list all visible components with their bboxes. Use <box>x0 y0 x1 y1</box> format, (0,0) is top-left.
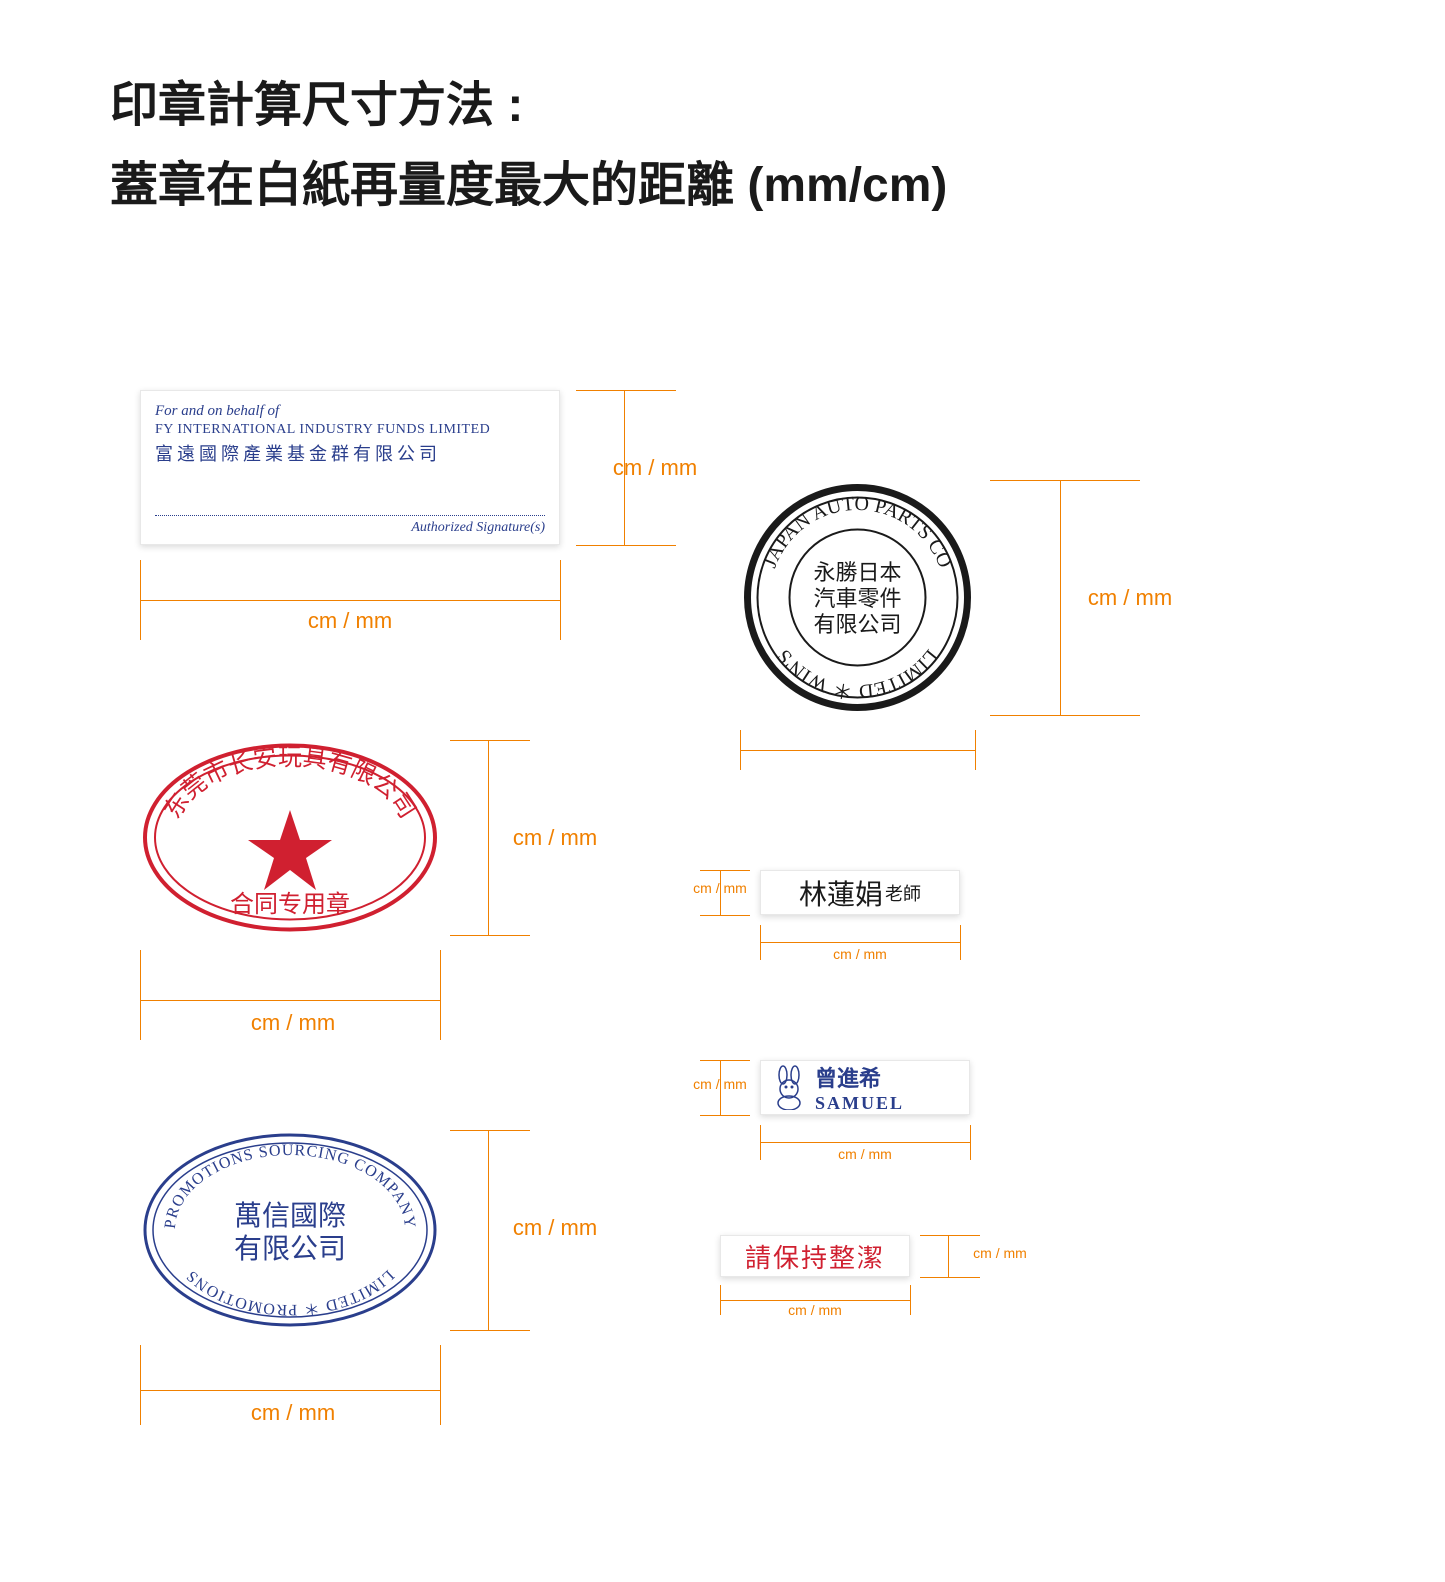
dim-line <box>700 1115 750 1116</box>
dim-label-w: cm / mm <box>238 1400 348 1426</box>
oval-blue-c1: 萬信國際 <box>234 1200 346 1232</box>
oval-blue-c2: 有限公司 <box>234 1233 346 1265</box>
stamp-name-1: 林蓮娟 老師 <box>760 870 960 915</box>
dim-label-w: cm / mm <box>825 1146 905 1162</box>
dim-tick <box>1060 480 1061 715</box>
dim-label-w: cm / mm <box>238 1010 348 1036</box>
dim-line <box>990 480 1140 481</box>
oval-red-bottom: 合同专用章 <box>230 891 350 918</box>
dim-line <box>440 950 441 1040</box>
dim-label-h: cm / mm <box>960 1245 1040 1261</box>
dim-label-w: cm / mm <box>820 946 900 962</box>
dim-line <box>140 1345 141 1425</box>
dim-tick <box>760 942 960 943</box>
stamp-name-3: 請保持整潔 <box>720 1235 910 1277</box>
dim-label-h: cm / mm <box>500 1215 610 1241</box>
dim-label-w: cm / mm <box>295 608 405 634</box>
stamp-oval-red: 东莞市长安玩具有限公司 合同专用章 <box>140 740 440 935</box>
stamp-rectangular: For and on behalf of FY INTERNATIONAL IN… <box>140 390 560 545</box>
dim-tick <box>140 1000 440 1001</box>
dim-label-h: cm / mm <box>685 880 755 896</box>
dim-label-h: cm / mm <box>600 455 710 481</box>
dim-line <box>700 915 750 916</box>
dim-line <box>450 1130 530 1131</box>
circle-c2: 汽車零件 <box>813 586 901 611</box>
dim-line <box>700 1060 750 1061</box>
dim-line <box>450 935 530 936</box>
circle-c3: 有限公司 <box>813 612 901 637</box>
dim-tick <box>740 750 975 751</box>
rabbit-icon <box>769 1065 809 1110</box>
stamp1-line2: FY INTERNATIONAL INDUSTRY FUNDS LIMITED <box>155 422 545 438</box>
dim-label-h: cm / mm <box>500 825 610 851</box>
dim-line <box>440 1345 441 1425</box>
dim-tick <box>948 1235 949 1277</box>
dim-line <box>970 1125 971 1160</box>
dim-line <box>975 730 976 770</box>
dim-label-h: cm / mm <box>685 1076 755 1092</box>
circle-c1: 永勝日本 <box>813 560 901 585</box>
dim-tick <box>488 740 489 935</box>
dim-tick <box>760 1142 970 1143</box>
dim-line <box>560 560 561 640</box>
stamp1-line1: For and on behalf of <box>155 403 545 420</box>
name1-suffix: 老師 <box>885 880 921 906</box>
dim-line <box>140 950 141 1040</box>
name2-l2: SAMUEL <box>815 1093 904 1114</box>
heading-line-2: 蓋章在白紙再量度最大的距離 (mm/cm) <box>110 145 947 215</box>
heading-line-1: 印章計算尺寸方法 : <box>110 65 523 135</box>
dim-line <box>910 1285 911 1315</box>
dim-tick <box>720 1300 910 1301</box>
dim-line <box>450 740 530 741</box>
stamp-name-2: 曾進希 SAMUEL <box>760 1060 970 1115</box>
dim-line <box>700 870 750 871</box>
name1-text: 林蓮娟 <box>799 873 883 913</box>
dim-label-h: cm / mm <box>1075 585 1185 611</box>
stamp-oval-blue: PROMOTIONS SOURCING COMPANY LIMITED ＊ PR… <box>140 1130 440 1330</box>
dim-line <box>576 390 676 391</box>
dim-line <box>990 715 1140 716</box>
dim-tick <box>488 1130 489 1330</box>
dim-tick <box>140 1390 440 1391</box>
dim-line <box>960 925 961 960</box>
name3-text: 請保持整潔 <box>745 1238 885 1275</box>
stamp1-line3: 富遠國際產業基金群有限公司 <box>155 440 545 466</box>
stamp-circle: JAPAN AUTO PARTS CO LIMITED ＊ WIN'S 永勝日本… <box>740 480 975 715</box>
dim-label-w: cm / mm <box>775 1302 855 1318</box>
dim-tick <box>140 600 560 601</box>
dim-line <box>576 545 676 546</box>
name2-l1: 曾進希 <box>815 1061 904 1093</box>
dim-line <box>920 1277 980 1278</box>
stamp1-line4: Authorized Signature(s) <box>411 520 545 536</box>
dim-line <box>920 1235 980 1236</box>
dim-line <box>450 1330 530 1331</box>
